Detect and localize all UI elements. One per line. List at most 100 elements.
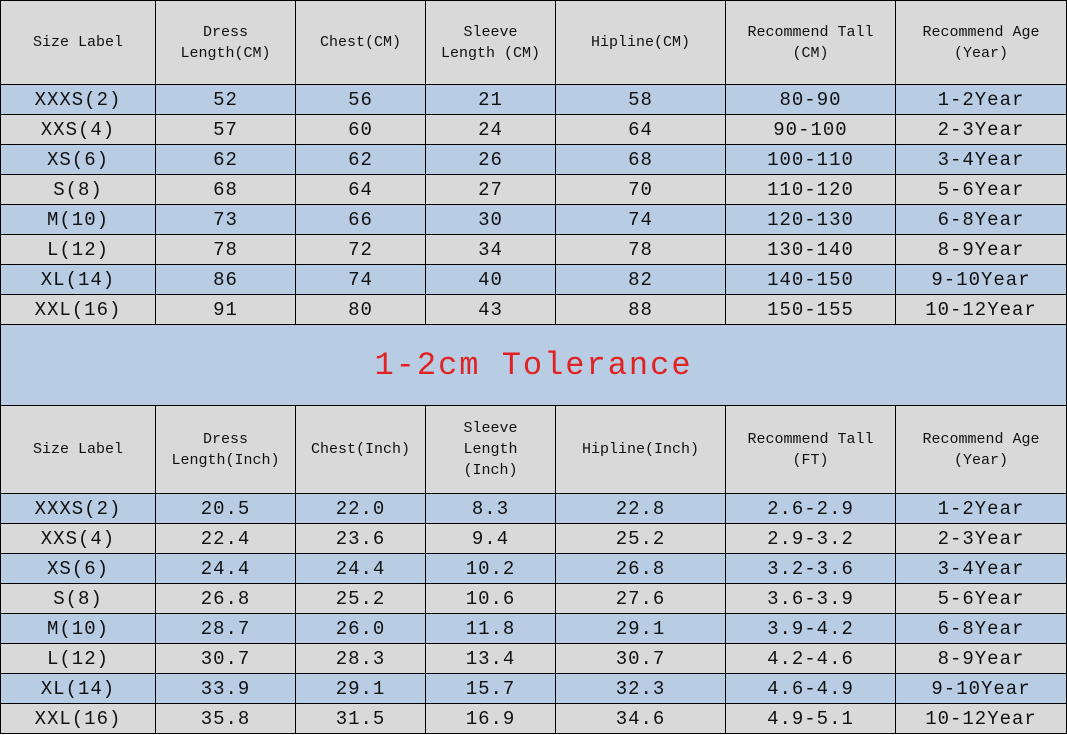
value-cell: 29.1 xyxy=(555,613,726,644)
table-row: XL(14) 86 74 40 82 140-150 9-10Year xyxy=(0,264,1067,295)
value-cell: 10-12Year xyxy=(895,294,1067,325)
table-row: XXXS(2) 52 56 21 58 80-90 1-2Year xyxy=(0,84,1067,115)
value-cell: 40 xyxy=(425,264,556,295)
value-cell: 78 xyxy=(555,234,726,265)
table-row: M(10) 28.7 26.0 11.8 29.1 3.9-4.2 6-8Year xyxy=(0,613,1067,644)
table-row: S(8) 26.8 25.2 10.6 27.6 3.6-3.9 5-6Year xyxy=(0,583,1067,614)
value-cell: 23.6 xyxy=(295,523,426,554)
value-cell: 26.0 xyxy=(295,613,426,644)
value-cell: 4.2-4.6 xyxy=(725,643,896,674)
value-cell: 1-2Year xyxy=(895,493,1067,524)
cm-table-body: XXXS(2) 52 56 21 58 80-90 1-2Year XXS(4) 57 60 24 6… xyxy=(0,84,1067,325)
header-cell: Recommend Age (Year) xyxy=(895,405,1067,494)
value-cell: 2.9-3.2 xyxy=(725,523,896,554)
value-cell: 28.3 xyxy=(295,643,426,674)
value-cell: 57 xyxy=(155,114,296,145)
value-cell: 16.9 xyxy=(425,703,556,734)
tolerance-text: 1-2cm Tolerance xyxy=(374,346,693,384)
value-cell: 3-4Year xyxy=(895,144,1067,175)
value-cell: 64 xyxy=(295,174,426,205)
value-cell: 100-110 xyxy=(725,144,896,175)
header-cell: Size Label xyxy=(0,405,156,494)
value-cell: 68 xyxy=(155,174,296,205)
value-cell: 4.6-4.9 xyxy=(725,673,896,704)
value-cell: 8-9Year xyxy=(895,234,1067,265)
value-cell: 34.6 xyxy=(555,703,726,734)
value-cell: 74 xyxy=(555,204,726,235)
value-cell: 2.6-2.9 xyxy=(725,493,896,524)
size-label-cell: XXXS(2) xyxy=(0,493,156,524)
value-cell: 4.9-5.1 xyxy=(725,703,896,734)
value-cell: 10.6 xyxy=(425,583,556,614)
value-cell: 9-10Year xyxy=(895,264,1067,295)
size-label-cell: L(12) xyxy=(0,643,156,674)
value-cell: 26 xyxy=(425,144,556,175)
value-cell: 28.7 xyxy=(155,613,296,644)
header-cell: Sleeve Length (Inch) xyxy=(425,405,556,494)
value-cell: 73 xyxy=(155,204,296,235)
inch-table-header: Size Label Dress Length(Inch) Chest(Inch) S… xyxy=(0,405,1067,494)
value-cell: 8.3 xyxy=(425,493,556,524)
value-cell: 78 xyxy=(155,234,296,265)
value-cell: 90-100 xyxy=(725,114,896,145)
value-cell: 22.8 xyxy=(555,493,726,524)
value-cell: 3.9-4.2 xyxy=(725,613,896,644)
table-row: S(8) 68 64 27 70 110-120 5-6Year xyxy=(0,174,1067,205)
value-cell: 22.4 xyxy=(155,523,296,554)
header-cell: Recommend Age (Year) xyxy=(895,0,1067,85)
size-label-cell: S(8) xyxy=(0,583,156,614)
table-row: L(12) 78 72 34 78 130-140 8-9Year xyxy=(0,234,1067,265)
header-cell: Sleeve Length (CM) xyxy=(425,0,556,85)
value-cell: 27 xyxy=(425,174,556,205)
value-cell: 6-8Year xyxy=(895,613,1067,644)
value-cell: 74 xyxy=(295,264,426,295)
header-cell: Chest(CM) xyxy=(295,0,426,85)
value-cell: 24.4 xyxy=(155,553,296,584)
inch-table-body: XXXS(2) 20.5 22.0 8.3 22.8 2.6-2.9 1-2Year XXS(… xyxy=(0,493,1067,734)
value-cell: 3.2-3.6 xyxy=(725,553,896,584)
value-cell: 9-10Year xyxy=(895,673,1067,704)
value-cell: 20.5 xyxy=(155,493,296,524)
value-cell: 88 xyxy=(555,294,726,325)
value-cell: 130-140 xyxy=(725,234,896,265)
value-cell: 68 xyxy=(555,144,726,175)
value-cell: 33.9 xyxy=(155,673,296,704)
value-cell: 29.1 xyxy=(295,673,426,704)
size-label-cell: XXL(16) xyxy=(0,703,156,734)
value-cell: 9.4 xyxy=(425,523,556,554)
value-cell: 60 xyxy=(295,114,426,145)
value-cell: 35.8 xyxy=(155,703,296,734)
value-cell: 32.3 xyxy=(555,673,726,704)
value-cell: 31.5 xyxy=(295,703,426,734)
size-label-cell: XL(14) xyxy=(0,673,156,704)
table-row: XXS(4) 22.4 23.6 9.4 25.2 2.9-3.2 2-3Year xyxy=(0,523,1067,554)
value-cell: 5-6Year xyxy=(895,583,1067,614)
value-cell: 24 xyxy=(425,114,556,145)
table-row: XXL(16) 91 80 43 88 150-155 10-12Year xyxy=(0,294,1067,325)
value-cell: 2-3Year xyxy=(895,114,1067,145)
value-cell: 21 xyxy=(425,84,556,115)
table-row: M(10) 73 66 30 74 120-130 6-8Year xyxy=(0,204,1067,235)
value-cell: 3.6-3.9 xyxy=(725,583,896,614)
value-cell: 26.8 xyxy=(555,553,726,584)
value-cell: 22.0 xyxy=(295,493,426,524)
header-cell: Recommend Tall (CM) xyxy=(725,0,896,85)
header-cell: Chest(Inch) xyxy=(295,405,426,494)
table-row: XXL(16) 35.8 31.5 16.9 34.6 4.9-5.1 10-12Year xyxy=(0,703,1067,734)
value-cell: 62 xyxy=(155,144,296,175)
value-cell: 86 xyxy=(155,264,296,295)
value-cell: 27.6 xyxy=(555,583,726,614)
value-cell: 15.7 xyxy=(425,673,556,704)
value-cell: 80 xyxy=(295,294,426,325)
table-row: XS(6) 62 62 26 68 100-110 3-4Year xyxy=(0,144,1067,175)
header-cell: Recommend Tall (FT) xyxy=(725,405,896,494)
value-cell: 2-3Year xyxy=(895,523,1067,554)
value-cell: 1-2Year xyxy=(895,84,1067,115)
value-cell: 70 xyxy=(555,174,726,205)
size-label-cell: XXS(4) xyxy=(0,523,156,554)
value-cell: 80-90 xyxy=(725,84,896,115)
value-cell: 3-4Year xyxy=(895,553,1067,584)
header-cell: Size Label xyxy=(0,0,156,85)
value-cell: 26.8 xyxy=(155,583,296,614)
